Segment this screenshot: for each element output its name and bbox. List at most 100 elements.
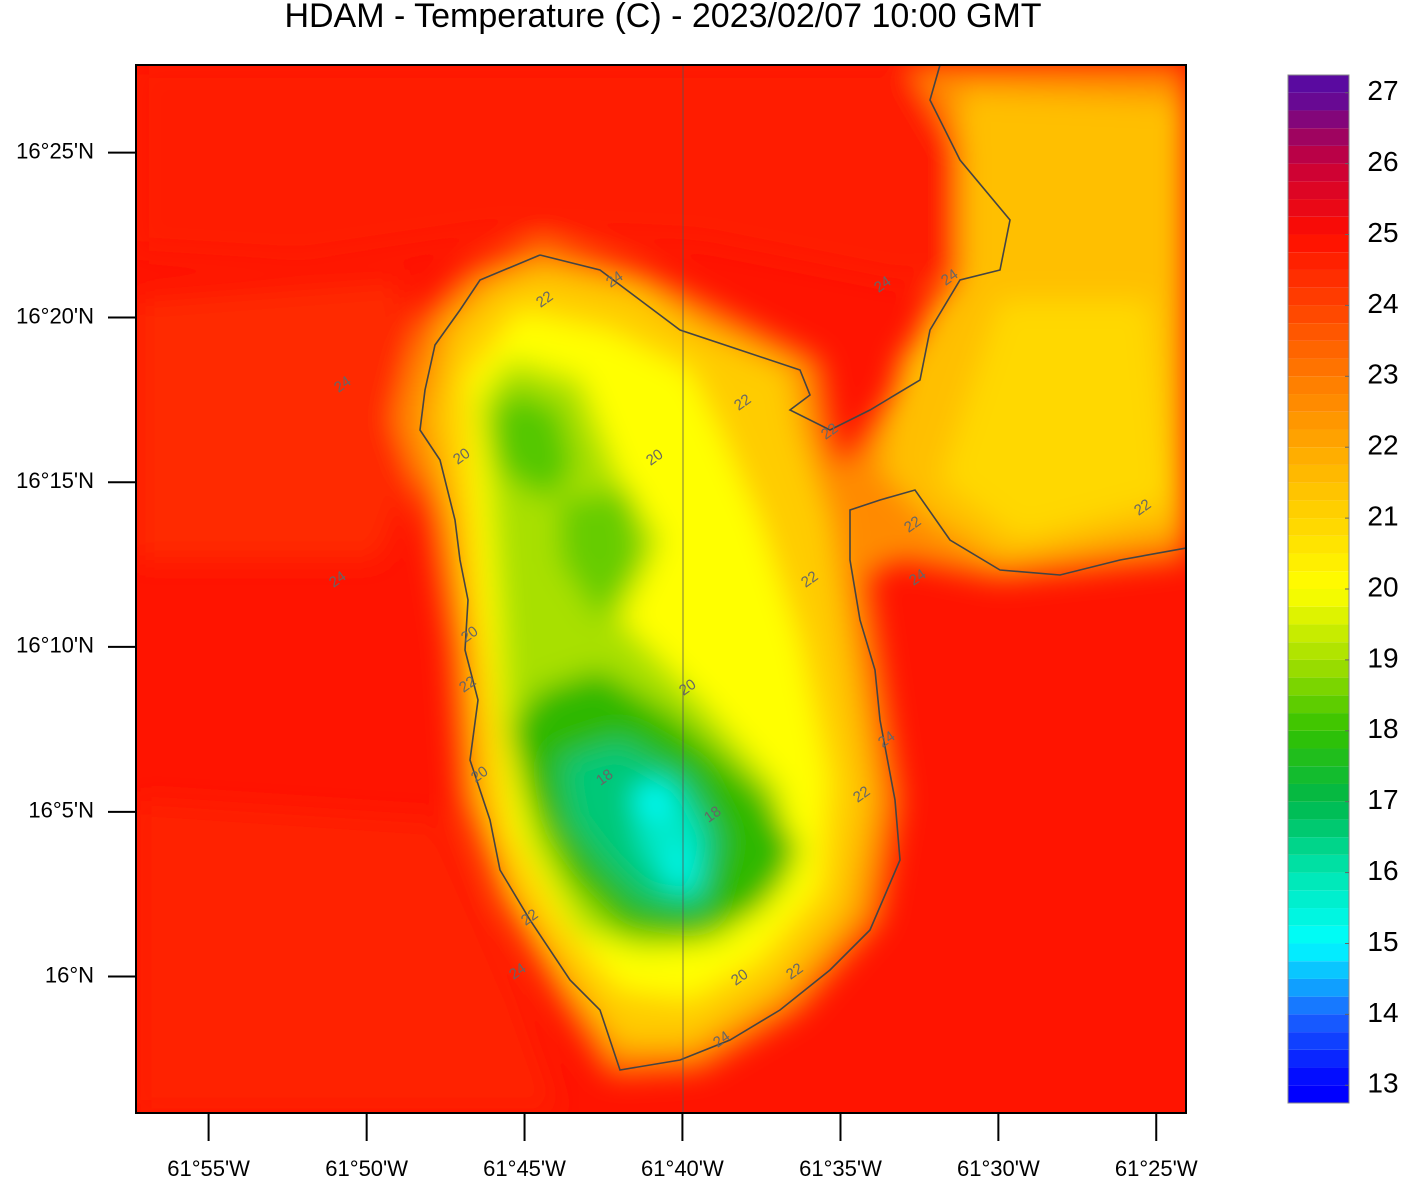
y-tick-label: 16°5'N xyxy=(28,798,94,823)
contour-label: 22 xyxy=(518,906,541,929)
contour-label: 18 xyxy=(593,766,616,789)
contour-label: 22 xyxy=(798,568,821,591)
colorbar-level xyxy=(1288,500,1349,519)
colorbar-level xyxy=(1288,553,1349,572)
x-tick-label: 61°50'W xyxy=(325,1156,408,1180)
contour-label: 22 xyxy=(456,673,479,696)
colorbar-label: 23 xyxy=(1367,359,1398,390)
colorbar-label: 20 xyxy=(1367,571,1398,602)
colorbar-level xyxy=(1288,252,1349,270)
colorbar-level xyxy=(1288,92,1349,111)
x-tick-label: 61°25'W xyxy=(1115,1156,1198,1180)
colorbar-level xyxy=(1288,199,1349,217)
colorbar-label: 14 xyxy=(1367,997,1398,1028)
y-tick-label: 16°15'N xyxy=(16,468,94,493)
colorbar-level xyxy=(1288,234,1349,253)
x-tick-label: 61°30'W xyxy=(957,1156,1040,1180)
colorbar-level xyxy=(1288,340,1349,359)
colorbar-level xyxy=(1288,376,1349,395)
colorbar-label: 13 xyxy=(1367,1068,1398,1099)
colorbar-level xyxy=(1288,429,1349,448)
colorbar-level xyxy=(1288,854,1349,873)
contour-label: 20 xyxy=(643,446,666,469)
y-tick-label: 16°20'N xyxy=(16,303,94,328)
colorbar-level xyxy=(1288,571,1349,589)
x-tick-label: 61°45'W xyxy=(483,1156,566,1180)
contour-label: 20 xyxy=(728,966,751,989)
colorbar-level xyxy=(1288,1049,1349,1068)
colorbar-level xyxy=(1288,287,1349,306)
x-tick-label: 61°35'W xyxy=(799,1156,882,1180)
colorbar-level xyxy=(1288,358,1349,377)
colorbar-level xyxy=(1288,323,1349,341)
colorbar-level xyxy=(1288,961,1349,979)
plot-frame xyxy=(135,64,1187,1114)
colorbar-level xyxy=(1288,518,1349,536)
colorbar-label: 27 xyxy=(1367,75,1398,106)
colorbar-level xyxy=(1288,1014,1349,1033)
y-tick-label: 16°25'N xyxy=(16,138,94,163)
colorbar-label: 25 xyxy=(1367,217,1398,248)
colorbar-level xyxy=(1288,75,1349,93)
contour-label: 20 xyxy=(468,763,491,786)
contour-label: 24 xyxy=(603,268,626,291)
x-tick-label: 61°40'W xyxy=(641,1156,724,1180)
contour-label: 22 xyxy=(1131,496,1154,519)
colorbar-level xyxy=(1288,783,1349,802)
colorbar-label: 21 xyxy=(1367,500,1398,531)
x-tick-label: 61°55'W xyxy=(167,1156,250,1180)
colorbar-level xyxy=(1288,181,1349,200)
colorbar-level xyxy=(1288,110,1349,129)
colorbar-level xyxy=(1288,890,1349,909)
colorbar-level xyxy=(1288,145,1349,164)
contour-label: 24 xyxy=(710,1028,733,1051)
colorbar-level xyxy=(1288,659,1349,678)
colorbar-level xyxy=(1288,837,1349,855)
contour-label: 24 xyxy=(938,266,961,289)
colorbar-level xyxy=(1288,624,1349,643)
colorbar-level xyxy=(1288,1032,1349,1050)
colorbar-level xyxy=(1288,730,1349,749)
colorbar-level xyxy=(1288,305,1349,324)
colorbar-level xyxy=(1288,943,1349,962)
colorbar-label: 22 xyxy=(1367,430,1398,461)
colorbar-level xyxy=(1288,748,1349,767)
y-tick-label: 16°10'N xyxy=(16,633,94,658)
colorbar-level xyxy=(1288,163,1349,182)
colorbar-label: 24 xyxy=(1367,288,1398,319)
contour-label: 24 xyxy=(906,566,929,589)
colorbar-level xyxy=(1288,766,1349,784)
contour-label: 24 xyxy=(331,373,354,396)
contour-label: 18 xyxy=(701,803,724,826)
colorbar-level xyxy=(1288,535,1349,554)
colorbar-label: 16 xyxy=(1367,855,1398,886)
colorbar-level xyxy=(1288,908,1349,926)
contour-label: 22 xyxy=(731,391,754,414)
contour-label: 22 xyxy=(850,783,873,806)
contour-label: 24 xyxy=(326,568,349,591)
colorbar-label: 26 xyxy=(1367,146,1398,177)
colorbar-level xyxy=(1288,464,1349,483)
contour-label: 24 xyxy=(871,273,894,296)
colorbar-level xyxy=(1288,1067,1349,1086)
contour-label: 20 xyxy=(458,623,481,646)
colorbar-level xyxy=(1288,411,1349,430)
colorbar-level xyxy=(1288,713,1349,731)
colorbar-level xyxy=(1288,606,1349,625)
colorbar-level xyxy=(1288,801,1349,820)
contour-label: 24 xyxy=(875,728,898,751)
colorbar-level xyxy=(1288,695,1349,714)
colorbar-level xyxy=(1288,872,1349,891)
colorbar-level xyxy=(1288,482,1349,501)
colorbar-level xyxy=(1288,819,1349,838)
colorbar-level xyxy=(1288,978,1349,997)
colorbar-level xyxy=(1288,216,1349,235)
colorbar-level xyxy=(1288,1085,1349,1103)
colorbar-label: 19 xyxy=(1367,642,1398,673)
colorbar-level xyxy=(1288,642,1349,660)
coastline xyxy=(419,65,1186,1071)
contour-label: 22 xyxy=(533,288,556,311)
title: HDAM - Temperature (C) - 2023/02/07 10:0… xyxy=(284,0,1041,35)
colorbar-level xyxy=(1288,589,1349,607)
